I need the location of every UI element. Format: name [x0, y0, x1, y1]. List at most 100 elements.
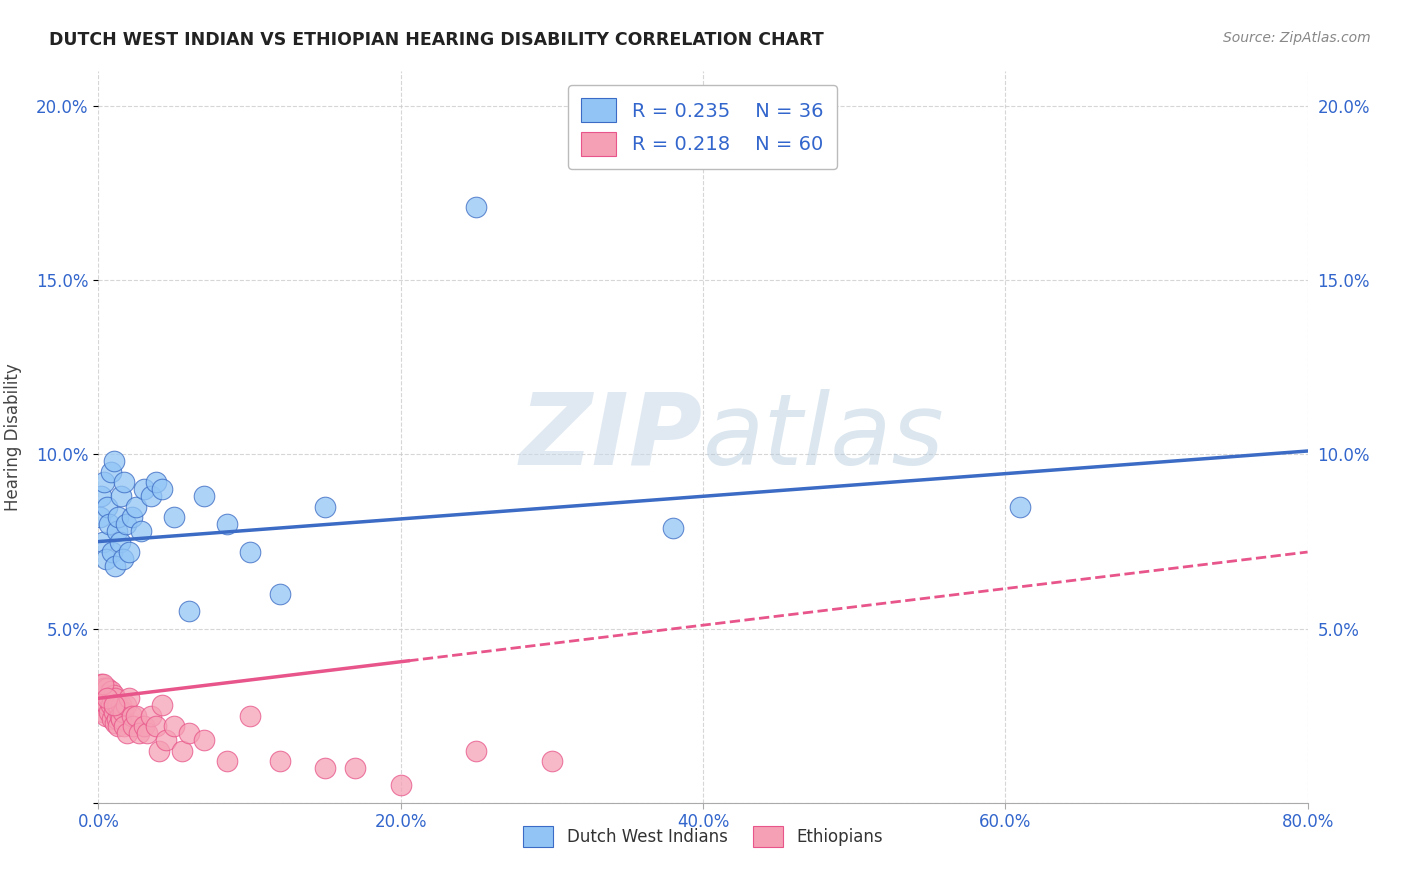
Point	[110, 712, 132, 726]
Point	[141, 708, 163, 723]
Point	[91, 688, 114, 702]
Point	[104, 715, 127, 730]
Point	[314, 500, 336, 514]
Point	[108, 708, 131, 723]
Point	[170, 743, 193, 757]
Point	[112, 719, 135, 733]
Point	[107, 698, 129, 713]
Point	[389, 778, 412, 792]
Point	[89, 691, 111, 706]
Point	[91, 705, 114, 719]
Point	[145, 719, 167, 733]
Point	[344, 761, 367, 775]
Point	[111, 552, 134, 566]
Point	[89, 684, 111, 698]
Point	[121, 708, 143, 723]
Point	[465, 743, 488, 757]
Point	[125, 708, 148, 723]
Point	[112, 475, 135, 490]
Point	[215, 517, 238, 532]
Point	[114, 698, 136, 713]
Point	[103, 698, 125, 713]
Point	[179, 604, 201, 618]
Point	[111, 705, 134, 719]
Point	[96, 681, 118, 695]
Point	[163, 510, 186, 524]
Point	[105, 698, 128, 713]
Point	[103, 688, 125, 702]
Point	[94, 552, 117, 566]
Point	[179, 726, 201, 740]
Point	[148, 743, 170, 757]
Point	[90, 677, 112, 691]
Point	[105, 712, 128, 726]
Point	[93, 695, 115, 709]
Point	[1010, 500, 1032, 514]
Point	[96, 698, 118, 713]
Point	[105, 524, 128, 538]
Point	[132, 483, 155, 497]
Point	[114, 517, 136, 532]
Point	[98, 517, 121, 532]
Point	[90, 698, 112, 713]
Point	[661, 521, 683, 535]
Point	[96, 500, 118, 514]
Point	[101, 691, 124, 706]
Point	[100, 465, 122, 479]
Point	[103, 705, 125, 719]
Text: ZIP: ZIP	[520, 389, 703, 485]
Point	[101, 712, 124, 726]
Point	[101, 545, 124, 559]
Point	[150, 483, 173, 497]
Point	[91, 677, 114, 691]
Point	[104, 691, 127, 706]
Y-axis label: Hearing Disability: Hearing Disability	[4, 363, 22, 511]
Point	[91, 534, 114, 549]
Point	[239, 545, 262, 559]
Point	[94, 688, 117, 702]
Point	[96, 691, 118, 706]
Point	[107, 510, 129, 524]
Point	[108, 534, 131, 549]
Point	[163, 719, 186, 733]
Point	[90, 489, 112, 503]
Point	[465, 200, 488, 214]
Point	[269, 587, 291, 601]
Point	[215, 754, 238, 768]
Legend: Dutch West Indians, Ethiopians: Dutch West Indians, Ethiopians	[513, 816, 893, 856]
Point	[98, 691, 121, 706]
Point	[132, 719, 155, 733]
Point	[93, 681, 115, 695]
Point	[239, 708, 262, 723]
Text: atlas: atlas	[703, 389, 945, 485]
Point	[193, 489, 215, 503]
Point	[93, 475, 115, 490]
Point	[110, 698, 132, 713]
Point	[122, 719, 145, 733]
Point	[540, 754, 562, 768]
Point	[145, 475, 167, 490]
Point	[103, 454, 125, 468]
Text: Source: ZipAtlas.com: Source: ZipAtlas.com	[1223, 31, 1371, 45]
Point	[100, 698, 122, 713]
Point	[135, 726, 157, 740]
Point	[155, 733, 177, 747]
Point	[128, 726, 150, 740]
Point	[118, 691, 141, 706]
Text: DUTCH WEST INDIAN VS ETHIOPIAN HEARING DISABILITY CORRELATION CHART: DUTCH WEST INDIAN VS ETHIOPIAN HEARING D…	[49, 31, 824, 49]
Point	[141, 489, 163, 503]
Point	[94, 708, 117, 723]
Point	[115, 726, 138, 740]
Point	[107, 719, 129, 733]
Point	[129, 524, 152, 538]
Point	[110, 489, 132, 503]
Point	[98, 705, 121, 719]
Point	[269, 754, 291, 768]
Point	[121, 510, 143, 524]
Point	[104, 558, 127, 573]
Point	[150, 698, 173, 713]
Point	[89, 510, 111, 524]
Point	[118, 545, 141, 559]
Point	[100, 684, 122, 698]
Point	[314, 761, 336, 775]
